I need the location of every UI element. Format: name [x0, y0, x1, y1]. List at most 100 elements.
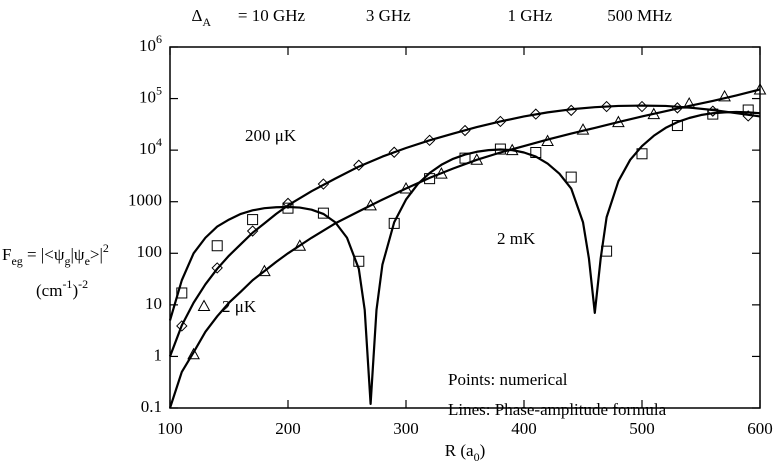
point — [247, 214, 259, 226]
plot-frame — [169, 46, 761, 409]
point — [718, 89, 731, 102]
point — [601, 245, 613, 257]
y-tick-label: 1 — [154, 345, 163, 364]
x2-tick-label: = 10 GHz — [238, 6, 306, 25]
point — [647, 107, 661, 120]
series-label: 200 μK — [245, 126, 297, 145]
point — [176, 320, 188, 332]
y-axis-label-part: (cm — [36, 281, 62, 300]
point — [470, 153, 484, 165]
point — [671, 102, 684, 114]
point — [317, 207, 329, 219]
y-tick-label-base: 10 — [139, 87, 156, 106]
y-tick-label: 10 — [145, 294, 162, 313]
y-axis-label-part: 2 — [103, 241, 109, 255]
curve — [168, 104, 761, 357]
point — [353, 159, 365, 171]
y-tick-label: 0.1 — [141, 397, 162, 416]
point — [399, 182, 413, 194]
y-tick-label: 106 — [139, 32, 162, 55]
point — [682, 97, 696, 109]
point — [187, 347, 200, 360]
y-axis-label-part: eg — [11, 254, 22, 268]
x-tick-label: 600 — [747, 419, 773, 438]
legend-glyph — [197, 299, 211, 311]
y-axis-label: (cm-1)-2 — [36, 277, 88, 300]
y-tick-label: 105 — [139, 83, 162, 106]
annotation: Lines: Phase-amplitude formula — [448, 400, 667, 419]
point — [494, 115, 507, 128]
point — [388, 146, 400, 158]
y-tick-label: 104 — [139, 135, 162, 158]
x2-axis-label-part: Δ — [191, 6, 202, 25]
x2-axis-label-part: A — [202, 15, 211, 29]
point — [600, 100, 613, 113]
point — [671, 120, 683, 132]
point — [636, 148, 648, 160]
point — [435, 167, 448, 179]
y-tick-label-exp: 5 — [156, 83, 162, 97]
x-axis-label-part: ) — [480, 441, 486, 460]
y-axis-label-part: -2 — [78, 277, 88, 291]
y-axis-label-part: -1 — [62, 277, 72, 291]
point — [211, 240, 223, 252]
point — [211, 262, 223, 274]
y-tick-label-exp: 6 — [156, 32, 162, 46]
point — [707, 108, 719, 120]
x-tick-label: 400 — [511, 419, 537, 438]
point — [753, 82, 767, 95]
point — [176, 287, 188, 299]
point — [636, 100, 648, 113]
y-tick-label: 1000 — [128, 191, 162, 210]
annotation: Points: numerical — [448, 370, 568, 389]
point — [388, 217, 400, 229]
point — [612, 115, 625, 128]
curve — [168, 88, 761, 409]
x-tick-label: 300 — [393, 419, 419, 438]
point — [494, 143, 506, 155]
point — [565, 171, 577, 183]
x-tick-label: 500 — [629, 419, 655, 438]
point — [742, 110, 754, 122]
y-tick-label-base: 10 — [139, 36, 156, 55]
x-axis-label: R (a0) — [445, 441, 485, 464]
point — [424, 173, 436, 185]
y-axis-label-part: ) — [72, 281, 78, 300]
x-tick-label: 100 — [157, 419, 183, 438]
point — [423, 134, 436, 147]
y-axis-label-part: e — [85, 254, 90, 268]
series-label: 2 μK — [222, 297, 257, 316]
x-axis-label-part: R (a — [445, 441, 474, 460]
point — [742, 104, 754, 116]
x2-tick-label: 500 MHz — [607, 6, 672, 25]
point — [246, 225, 259, 237]
point — [576, 123, 590, 135]
point — [364, 198, 377, 211]
x-axis-label-part: 0 — [474, 450, 480, 464]
curve — [168, 110, 761, 406]
point — [353, 255, 365, 267]
y-tick-label-exp: 4 — [156, 135, 162, 149]
point — [530, 108, 542, 120]
x-tick-label: 200 — [275, 419, 301, 438]
point — [565, 104, 577, 117]
point — [530, 147, 542, 159]
y-axis-label-part: = |<ψ — [23, 245, 65, 264]
y-tick-label: 100 — [137, 242, 163, 261]
point — [541, 134, 554, 147]
point — [258, 264, 271, 277]
point — [293, 239, 307, 251]
series-label: 2 mK — [497, 229, 536, 248]
x2-tick-label: 1 GHz — [507, 6, 552, 25]
y-axis-label: Feg = |<ψg|ψe>|2 — [2, 241, 109, 268]
x2-tick-label: 3 GHz — [366, 6, 411, 25]
point — [282, 197, 294, 210]
point — [459, 124, 471, 137]
y-axis-label-part: g — [65, 254, 71, 268]
y-axis-label-part: >| — [90, 245, 103, 264]
x2-axis-label: ΔA — [191, 6, 211, 29]
y-tick-label-base: 10 — [139, 139, 156, 158]
point — [317, 178, 330, 190]
point — [282, 202, 294, 214]
